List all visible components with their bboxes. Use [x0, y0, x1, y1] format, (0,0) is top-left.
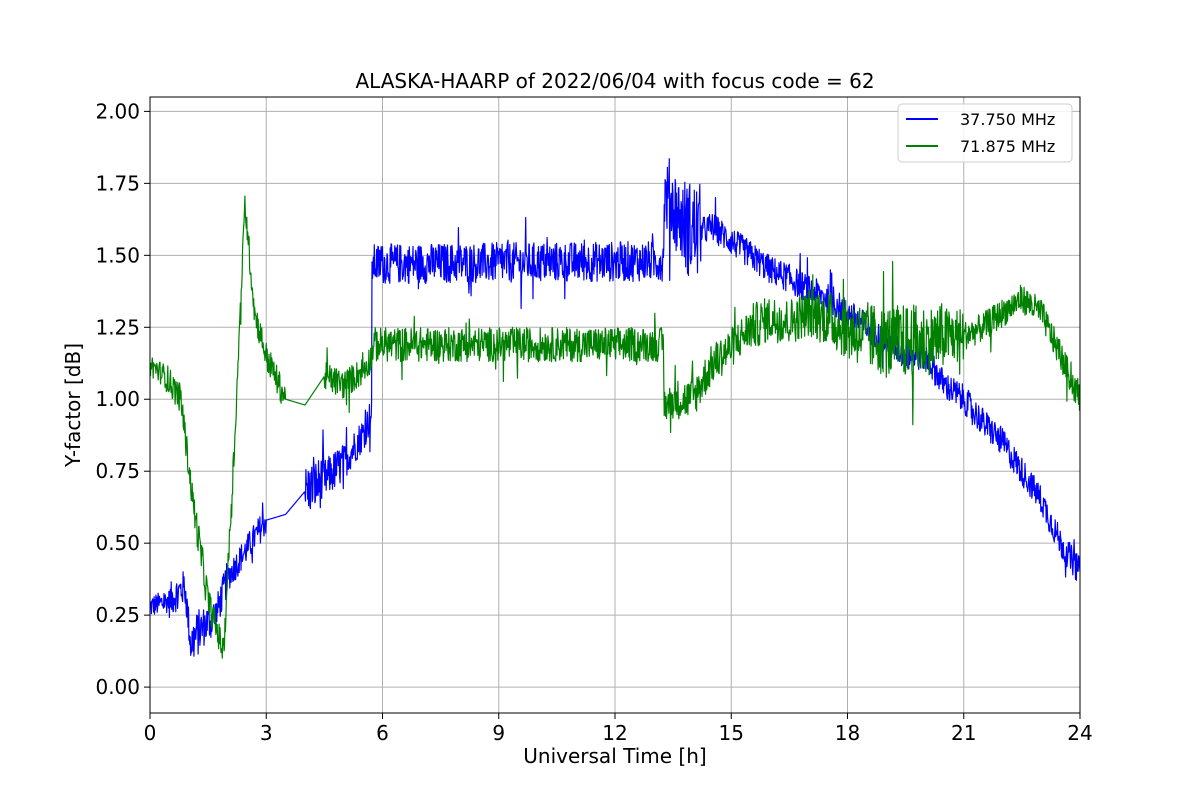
x-tick-label: 18: [835, 721, 860, 745]
legend: 37.750 MHz 71.875 MHz: [897, 103, 1073, 163]
y-tick-label: 0.00: [95, 675, 140, 699]
x-tick-label: 3: [260, 721, 273, 745]
x-tick-label: 0: [144, 721, 157, 745]
legend-label-37750: 37.750 MHz: [960, 110, 1055, 129]
y-tick-label: 0.25: [95, 603, 140, 627]
legend-box: [897, 103, 1073, 163]
y-tick-label: 0.75: [95, 459, 140, 483]
y-axis-ticks: 0.00 0.25 0.50 0.75 1.00 1.25 1.50 1.75 2.00: [95, 99, 150, 699]
x-tick-label: 9: [492, 721, 505, 745]
y-tick-label: 2.00: [95, 99, 140, 123]
legend-label-71875: 71.875 MHz: [960, 137, 1055, 156]
x-tick-label: 24: [1067, 721, 1092, 745]
x-tick-label: 12: [602, 721, 627, 745]
y-tick-label: 1.75: [95, 171, 140, 195]
y-tick-label: 0.50: [95, 531, 140, 555]
y-tick-label: 1.25: [95, 315, 140, 339]
x-axis-ticks: 0 3 6 9 12 15 18 21 24: [144, 713, 1093, 745]
y-tick-label: 1.50: [95, 243, 140, 267]
y-tick-label: 1.00: [95, 387, 140, 411]
series-line-71-875-MHz: [149, 195, 1081, 659]
x-axis-label: Universal Time [h]: [523, 744, 706, 768]
x-tick-label: 6: [376, 721, 389, 745]
x-tick-label: 21: [951, 721, 976, 745]
chart-title: ALASKA-HAARP of 2022/06/04 with focus co…: [355, 69, 874, 93]
series-layer: [149, 158, 1081, 659]
y-axis-label: Y-factor [dB]: [61, 343, 85, 468]
x-tick-label: 15: [719, 721, 744, 745]
